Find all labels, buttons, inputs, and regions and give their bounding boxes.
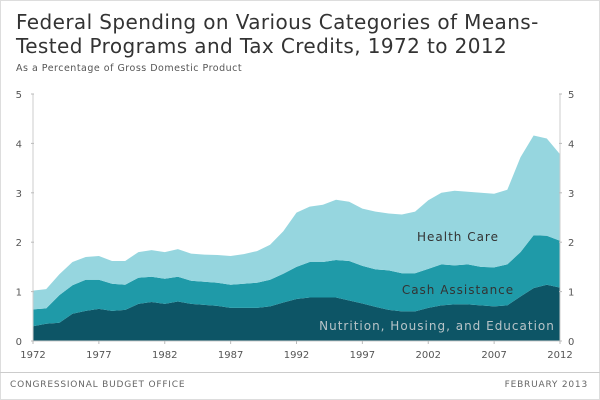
y-tick-label-left: 3: [16, 189, 22, 200]
y-tick-label-left: 1: [16, 288, 22, 299]
y-tick-label-right: 0: [568, 337, 574, 348]
y-tick-label-right: 3: [568, 189, 574, 200]
x-tick-label: 1997: [350, 350, 375, 361]
chart-subtitle: As a Percentage of Gross Domestic Produc…: [16, 63, 243, 74]
x-tick-label: 1992: [284, 350, 309, 361]
y-tick-label-left: 2: [16, 238, 22, 249]
y-tick-label-left: 5: [16, 90, 22, 101]
x-tick-label: 2002: [416, 350, 441, 361]
y-tick-label-right: 2: [568, 238, 574, 249]
x-tick-label: 1987: [218, 350, 243, 361]
x-tick-label: 1982: [152, 350, 177, 361]
chart-title: Federal Spending on Various Categories o…: [16, 10, 539, 58]
x-tick-label: 1972: [20, 350, 45, 361]
footer-date: FEBRUARY 2013: [504, 380, 588, 390]
y-tick-label-right: 4: [568, 139, 574, 150]
area-nutrition-housing-education: [33, 284, 560, 341]
y-tick-label-right: 1: [568, 288, 574, 299]
x-tick-label: 2007: [481, 350, 506, 361]
area-cash-assistance: [33, 235, 560, 327]
x-tick-label: 1977: [86, 350, 111, 361]
footer-source: CONGRESSIONAL BUDGET OFFICE: [10, 380, 186, 390]
y-tick-label-left: 4: [16, 139, 22, 150]
area-health-care: [33, 135, 560, 310]
y-tick-label-left: 0: [16, 337, 22, 348]
series-label-nutrition: Nutrition, Housing, and Education: [319, 319, 555, 333]
stacked-area-chart: 0 0 1 1 2 2 3 3 4 4 5 5 1972 1977 1982 1987 1992 1997 2002…: [16, 90, 575, 361]
footer-divider: [0, 372, 600, 373]
y-tick-label-right: 5: [568, 90, 574, 101]
series-label-cash-assistance: Cash Assistance: [402, 283, 514, 297]
x-tick-label: 2012: [547, 350, 572, 361]
series-label-health-care: Health Care: [417, 230, 499, 244]
